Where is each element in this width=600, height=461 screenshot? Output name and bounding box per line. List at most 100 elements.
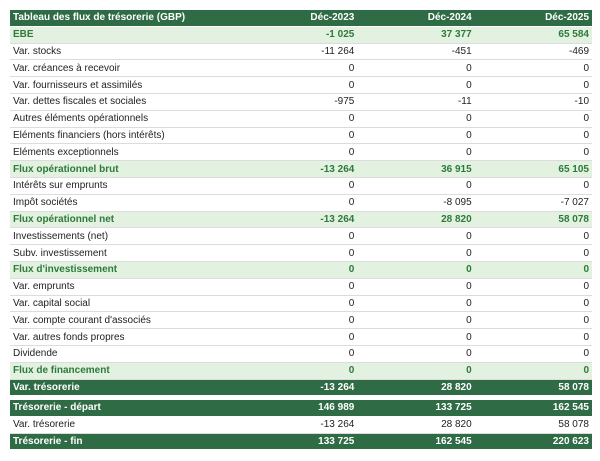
table-row: Eléments financiers (hors intérêts) 0 0 0 [10,127,592,145]
cell-value: -7 027 [474,194,592,212]
row-label: Var. capital social [10,295,240,313]
cell-value: 58 078 [474,211,592,229]
cell-value: 162 545 [474,400,592,417]
table-row: Intérêts sur emprunts 0 0 0 [10,177,592,195]
cell-value: 58 078 [474,416,592,434]
cell-value: 0 [240,328,358,346]
table-row: Subv. investissement 0 0 0 [10,244,592,262]
table-row: Impôt sociétés 0 -8 095 -7 027 [10,194,592,212]
cell-value: -13 264 [240,211,358,229]
header-row: Tableau des flux de trésorerie (GBP) Déc-… [10,10,592,27]
row-label: Var. trésorerie [10,416,240,434]
cell-value: -10 [474,93,592,111]
cell-value: 0 [474,143,592,162]
row-label: Subv. investissement [10,244,240,262]
cell-value: 0 [474,227,592,246]
row-label: Var. stocks [10,43,240,61]
table-row: Eléments exceptionnels 0 0 0 [10,143,592,162]
row-label: Eléments financiers (hors intérêts) [10,127,240,145]
cell-value: 28 820 [357,379,475,397]
row-label: Eléments exceptionnels [10,143,240,162]
summary-row: Trésorerie - départ 146 989 133 725 162 545 [10,400,592,417]
row-label: Var. compte courant d'associés [10,311,240,330]
summary-row: Trésorerie - fin 133 725 162 545 220 623 [10,433,592,451]
table-row: Dividende 0 0 0 [10,345,592,363]
cell-value: 37 377 [357,26,475,44]
table-row: Var. stocks -11 264 -451 -469 [10,43,592,61]
cell-value: 0 [240,76,358,94]
row-label: Investissements (net) [10,227,240,246]
cell-value: 0 [474,261,592,279]
table-row: Flux opérationnel brut -13 264 36 915 65 10… [10,160,592,178]
cell-value: 0 [240,278,358,296]
cell-value: 0 [240,227,358,246]
header-title: Tableau des flux de trésorerie (GBP) [10,10,240,27]
cashflow-table: Tableau des flux de trésorerie (GBP) Déc-… [10,10,592,397]
cell-value: 0 [240,244,358,262]
cell-value: 0 [474,311,592,330]
table-row: Var. compte courant d'associés 0 0 0 [10,311,592,330]
cell-value: 0 [357,76,475,94]
table-row: Var. trésorerie -13 264 28 820 58 078 [10,379,592,397]
summary-table: Trésorerie - départ 146 989 133 725 162 545… [10,400,592,451]
table-row: Var. emprunts 0 0 0 [10,278,592,296]
row-label: EBE [10,26,240,44]
cell-value: 0 [240,261,358,279]
cell-value: 0 [357,261,475,279]
row-label: Intérêts sur emprunts [10,177,240,195]
column-header: Déc-2025 [474,10,592,27]
cell-value: 0 [240,362,358,380]
cell-value: 0 [240,311,358,330]
cell-value: -469 [474,43,592,61]
cell-value: 0 [474,59,592,78]
column-header: Déc-2023 [240,10,358,27]
cell-value: 65 584 [474,26,592,44]
cell-value: 36 915 [357,160,475,178]
table-row: Flux opérationnel net -13 264 28 820 58 078 [10,211,592,229]
table-row: Var. capital social 0 0 0 [10,295,592,313]
cell-value: -11 264 [240,43,358,61]
cell-value: 0 [357,362,475,380]
cell-value: 0 [474,127,592,145]
cell-value: 0 [357,278,475,296]
table-row: Var. autres fonds propres 0 0 0 [10,328,592,346]
cell-value: 0 [240,59,358,78]
cell-value: 0 [240,345,358,363]
row-label: Var. trésorerie [10,379,240,397]
cell-value: 0 [240,127,358,145]
table-row: Var. créances à recevoir 0 0 0 [10,59,592,78]
cell-value: 65 105 [474,160,592,178]
cell-value: 0 [240,295,358,313]
row-label: Trésorerie - fin [10,433,240,451]
cell-value: 0 [474,244,592,262]
cell-value: 0 [357,143,475,162]
cell-value: 0 [357,177,475,195]
cell-value: 0 [474,345,592,363]
cell-value: 0 [357,227,475,246]
cell-value: 0 [474,295,592,313]
row-label: Flux opérationnel net [10,211,240,229]
table-row: EBE -1 025 37 377 65 584 [10,26,592,44]
row-label: Trésorerie - départ [10,400,240,417]
cell-value: 0 [240,177,358,195]
cell-value: 220 623 [474,433,592,451]
table-row: Flux d'investissement 0 0 0 [10,261,592,279]
cell-value: 0 [357,110,475,128]
cell-value: -13 264 [240,160,358,178]
table-row: Flux de financement 0 0 0 [10,362,592,380]
cell-value: 0 [357,59,475,78]
cell-value: 0 [357,295,475,313]
cell-value: 0 [474,328,592,346]
table-row: Investissements (net) 0 0 0 [10,227,592,246]
row-label: Impôt sociétés [10,194,240,212]
summary-row: Var. trésorerie -13 264 28 820 58 078 [10,416,592,434]
cell-value: 0 [357,127,475,145]
cell-value: 146 989 [240,400,358,417]
cell-value: 58 078 [474,379,592,397]
cell-value: -13 264 [240,416,358,434]
row-label: Flux d'investissement [10,261,240,279]
row-label: Var. emprunts [10,278,240,296]
row-label: Var. fournisseurs et assimilés [10,76,240,94]
cell-value: 0 [474,110,592,128]
